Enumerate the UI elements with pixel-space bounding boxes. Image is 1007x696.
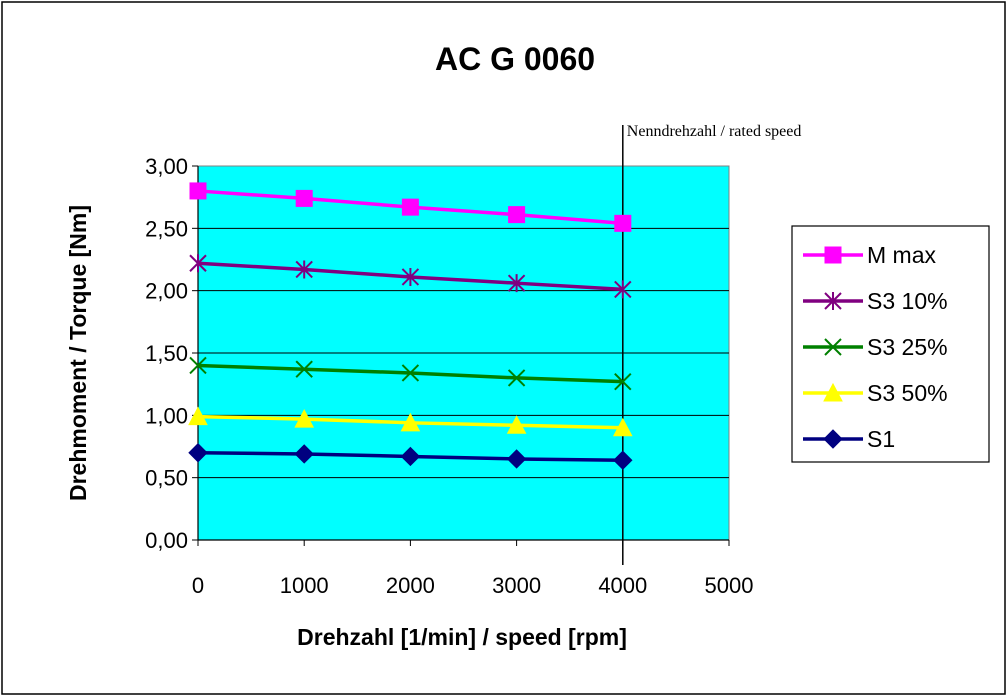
data-point	[506, 415, 527, 434]
data-point	[612, 417, 633, 437]
y-tick-label: 0,50	[145, 466, 188, 491]
y-tick-label: 1,50	[145, 341, 188, 366]
legend-marker	[824, 292, 842, 310]
data-point	[189, 182, 207, 200]
y-axis-ticks: 0,00 0,50 1,00 1,50 2,00 2,50 3,00	[145, 154, 199, 553]
y-tick-label: 1,00	[145, 403, 188, 428]
legend-label: S3 10%	[867, 288, 948, 314]
legend-marker	[823, 382, 843, 402]
legend-marker	[824, 246, 842, 264]
series-group	[188, 182, 633, 470]
legend-label: M max	[867, 242, 937, 268]
series-0	[189, 182, 632, 232]
data-point	[614, 214, 632, 232]
data-point	[188, 406, 208, 426]
legend-item: S1	[803, 426, 895, 452]
series-4	[188, 443, 633, 470]
data-point	[188, 443, 208, 463]
data-point	[508, 206, 526, 224]
data-point	[506, 449, 527, 469]
legend-marker	[824, 338, 842, 356]
data-point	[614, 280, 632, 299]
data-point	[189, 356, 207, 375]
x-tick-label: 4000	[598, 573, 647, 598]
legend-label: S1	[867, 426, 895, 452]
series-2	[189, 356, 632, 391]
rated-speed-label: Nenndrehzahl / rated speed	[627, 123, 802, 140]
legend-box	[791, 225, 990, 463]
x-tick-label: 0	[192, 573, 204, 598]
legend-item: S3 10%	[803, 288, 948, 314]
data-point	[400, 446, 421, 467]
series-1	[189, 254, 632, 299]
x-tick-label: 2000	[386, 573, 435, 598]
data-point	[613, 450, 633, 470]
data-point	[401, 198, 419, 216]
x-tick-label: 3000	[492, 573, 541, 598]
legend: M max S3 10% S3 25% S3 50% S1	[791, 225, 990, 463]
data-point	[294, 409, 315, 428]
rated-speed-annotation: Nenndrehzahl / rated speed	[622, 123, 802, 565]
y-tick-label: 0,00	[145, 528, 188, 553]
grid-lines	[198, 227, 729, 479]
data-point	[189, 254, 207, 273]
data-point	[401, 364, 420, 382]
data-point	[294, 444, 314, 464]
x-tick-label: 5000	[705, 573, 754, 598]
data-point	[614, 372, 632, 391]
legend-item: S3 25%	[803, 334, 948, 360]
data-point	[401, 267, 420, 286]
chart-title: AC G 0060	[435, 41, 595, 77]
y-tick-label: 2,50	[145, 216, 188, 241]
x-axis-ticks: 0 1000 2000 3000 4000 5000	[192, 539, 754, 598]
legend-label: S3 25%	[867, 334, 948, 360]
y-tick-label: 2,00	[145, 279, 188, 304]
legend-item: S3 50%	[803, 380, 948, 406]
data-point	[507, 274, 526, 293]
data-point	[507, 369, 526, 387]
data-point	[400, 412, 421, 432]
legend-marker	[823, 429, 843, 449]
x-tick-label: 1000	[280, 573, 329, 598]
legend-item: M max	[803, 242, 937, 268]
y-axis-label: Drehmoment / Torque [Nm]	[65, 205, 91, 501]
data-point	[295, 189, 313, 207]
data-point	[295, 360, 313, 378]
series-3	[188, 406, 633, 437]
y-tick-label: 3,00	[145, 154, 188, 179]
x-axis-label: Drehzahl [1/min] / speed [rpm]	[297, 624, 627, 650]
data-point	[295, 260, 313, 279]
legend-label: S3 50%	[867, 380, 948, 406]
